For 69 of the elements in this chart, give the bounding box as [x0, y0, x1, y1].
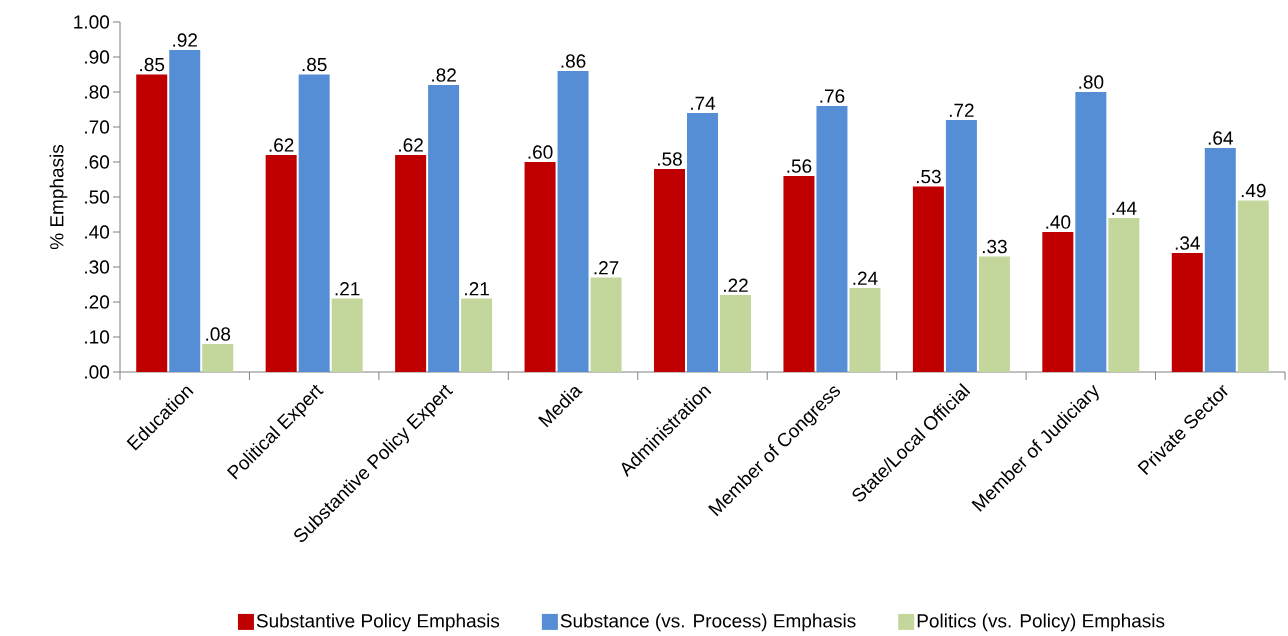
y-tick-label: .60 [85, 155, 110, 169]
y-tick-label: .20 [85, 295, 110, 309]
y-tick-label: .40 [85, 225, 110, 239]
legend-label: Substance (vs. Process) Emphasis [560, 613, 856, 632]
data-label: .60 [528, 145, 553, 159]
bar [783, 176, 815, 372]
data-label: .72 [949, 103, 974, 117]
data-label: .76 [820, 89, 845, 103]
data-label: .62 [269, 138, 294, 152]
data-label: .85 [302, 57, 327, 72]
data-label: .74 [691, 96, 716, 110]
data-label: .53 [916, 169, 941, 184]
bar [136, 74, 168, 372]
bar [1237, 200, 1269, 372]
legend-label: Substantive Policy Emphasis [256, 613, 500, 632]
data-label: .33 [982, 239, 1007, 254]
bar [557, 71, 589, 372]
bar [978, 256, 1010, 372]
data-label: .24 [853, 271, 878, 285]
bar [912, 186, 944, 372]
bar [1042, 232, 1074, 372]
y-tick-label: .10 [85, 330, 110, 344]
y-tick-label: .30 [85, 260, 110, 274]
bar [265, 155, 297, 372]
bar [169, 50, 201, 372]
bar [331, 298, 363, 372]
y-tick-label: .80 [85, 85, 110, 99]
data-label: .80 [1079, 75, 1104, 89]
data-label: .34 [1175, 236, 1200, 250]
y-tick-label: 1.00 [74, 15, 110, 29]
y-tick-label: .90 [85, 50, 110, 64]
bar [945, 120, 977, 372]
bar [428, 85, 460, 372]
data-label: .92 [173, 33, 197, 47]
data-label: .40 [1046, 215, 1071, 229]
data-label: .62 [399, 138, 423, 152]
bar [461, 298, 493, 372]
bar [202, 344, 234, 372]
bar [395, 155, 427, 372]
bar [524, 162, 556, 372]
bar [1108, 218, 1140, 372]
data-label: .82 [432, 68, 456, 82]
data-label: .44 [1112, 201, 1137, 215]
y-tick-label: .50 [85, 190, 110, 204]
data-label: .21 [465, 282, 489, 296]
data-label: .08 [206, 327, 231, 341]
bar [1075, 92, 1107, 372]
bar [590, 277, 622, 372]
bar [1204, 148, 1236, 372]
data-label: .85 [140, 57, 165, 72]
data-label: .22 [724, 278, 748, 292]
data-label: .64 [1208, 131, 1233, 145]
bar [1171, 253, 1203, 372]
bar [849, 288, 881, 372]
data-label: .21 [335, 282, 360, 296]
legend-label: Politics (vs. Policy) Emphasis [917, 613, 1165, 632]
data-label: .49 [1241, 183, 1266, 198]
data-label: .86 [561, 54, 586, 68]
bar [654, 169, 685, 372]
bar [687, 113, 718, 372]
y-axis-title: % Emphasis [49, 144, 68, 250]
bar [816, 106, 848, 372]
data-label: .27 [594, 261, 619, 275]
data-label: .58 [658, 152, 682, 166]
bar [720, 295, 751, 372]
y-tick-label: .00 [85, 365, 110, 379]
bar [298, 74, 330, 372]
y-tick-label: .70 [85, 120, 110, 134]
data-label: .56 [787, 159, 812, 173]
